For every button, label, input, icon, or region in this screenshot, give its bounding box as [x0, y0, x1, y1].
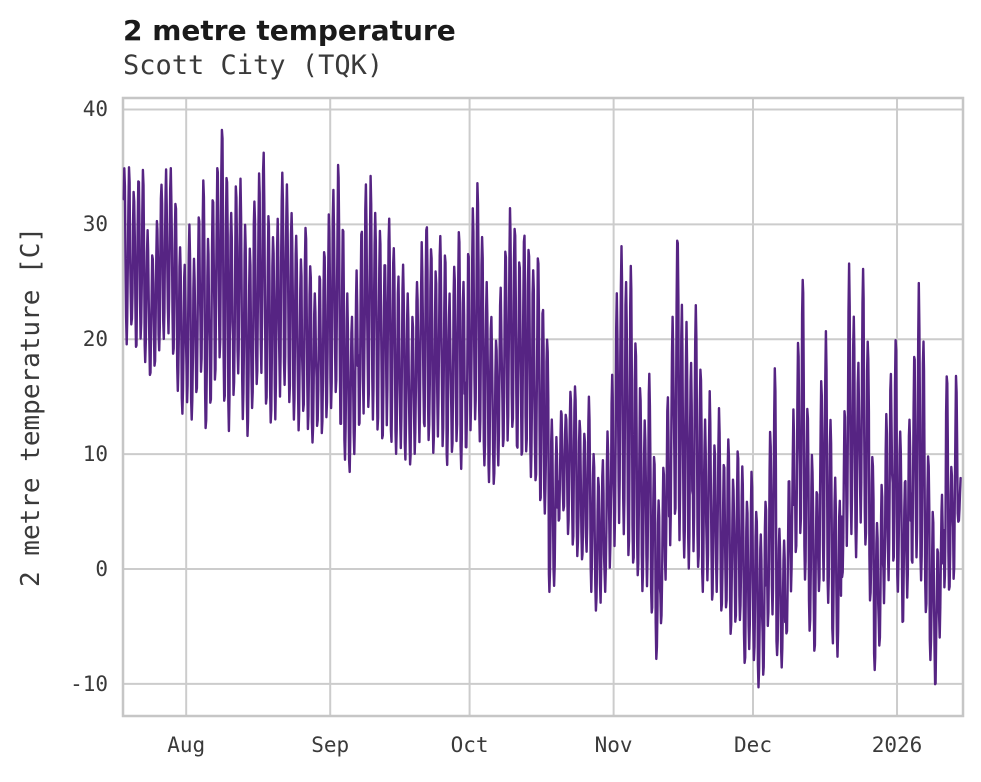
plot-border [121, 96, 965, 718]
y-tick-label: 0 [95, 556, 108, 581]
y-tick-label: 10 [82, 442, 108, 467]
y-tick-label: 40 [82, 97, 108, 122]
chart-title: 2 metre temperature [123, 14, 456, 47]
x-tick-label: Nov [594, 733, 633, 757]
x-tick-label: Oct [450, 733, 489, 757]
temperature-line [122, 128, 962, 689]
x-tick-label: 2026 [871, 733, 923, 757]
y-tick-label: 30 [82, 212, 108, 237]
x-tick-label: Dec [734, 733, 772, 757]
y-tick-label: 20 [82, 327, 108, 352]
chart-subtitle: Scott City (TQK) [123, 50, 384, 81]
x-tick-label: Aug [167, 733, 206, 757]
x-tick-label: Sep [311, 733, 350, 757]
y-tick-label: -10 [70, 671, 108, 696]
